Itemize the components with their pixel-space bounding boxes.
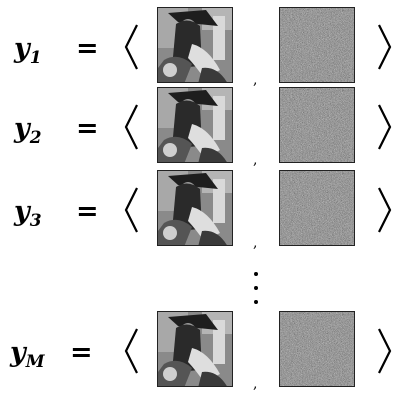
row-label: yM = [10,323,114,383]
noise-thumbnail [279,87,355,163]
separator-comma: , [253,376,258,392]
row-label: y3 = [14,182,118,242]
noise-image [280,312,354,386]
left-angle-bracket [124,328,138,374]
image-thumbnail [157,7,233,83]
equals-sign: = [76,113,99,144]
equals-sign: = [76,196,99,227]
noise-image [280,8,354,82]
separator-comma: , [253,72,258,88]
tuple-row-1: y1 = , [0,7,412,87]
right-angle-bracket [378,187,392,233]
subscript: M [25,352,45,372]
variable: y [14,196,30,227]
left-angle-bracket [124,187,138,233]
tuple-row-m: yM = , [0,311,412,391]
right-angle-bracket [378,328,392,374]
noise-image [280,171,354,245]
variable: y [10,337,26,368]
separator-comma: , [253,152,258,168]
right-angle-bracket [378,24,392,70]
subscript: 3 [29,211,42,231]
left-angle-bracket [124,104,138,150]
vertical-ellipsis-icon [254,272,258,304]
tuple-row-2: y2 = , [0,87,412,167]
left-angle-bracket [124,24,138,70]
variable: y [14,113,30,144]
noise-thumbnail [279,170,355,246]
portrait-image [158,88,232,162]
separator-comma: , [253,235,258,251]
image-thumbnail [157,87,233,163]
noise-image [280,88,354,162]
equals-sign: = [70,337,93,368]
portrait-image [158,312,232,386]
portrait-image [158,171,232,245]
image-thumbnail [157,311,233,387]
subscript: 1 [29,48,42,68]
subscript: 2 [29,128,42,148]
row-label: y1 = [14,19,118,79]
right-angle-bracket [378,104,392,150]
portrait-image [158,8,232,82]
tuple-row-3: y3 = , [0,170,412,250]
noise-thumbnail [279,311,355,387]
row-label: y2 = [14,99,118,159]
equals-sign: = [76,33,99,64]
image-thumbnail [157,170,233,246]
noise-thumbnail [279,7,355,83]
variable: y [14,33,30,64]
